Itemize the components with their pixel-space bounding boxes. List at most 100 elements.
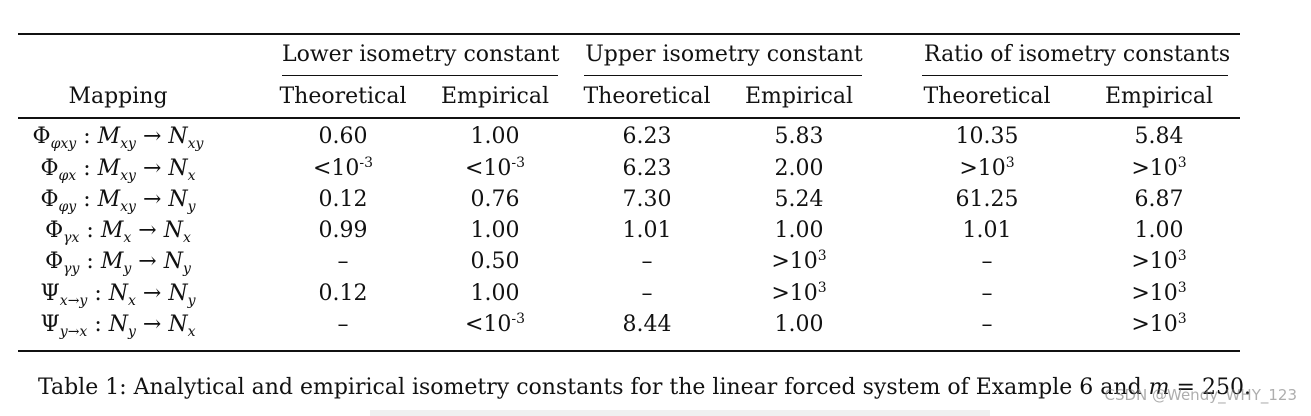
mapping-operator-subscript: γy [63,261,80,277]
value-base: 0.76 [470,187,520,212]
value-base: 6.87 [1134,187,1184,212]
mapping-codomain-subscript: x [187,168,196,184]
value-cell: <10-3 [420,311,570,339]
mapping-domain: M [100,218,124,243]
value-cell: 6.23 [572,123,722,151]
value-base: 5.84 [1134,124,1184,149]
value-cell: – [572,248,722,276]
value-cell: 61.25 [912,186,1062,214]
mapping-operator: Φ [45,249,64,274]
value-cell: – [912,311,1062,339]
table-row: Φφx : Mxy → Nx <10-3 <10-3 6.23 2.00 >103 >103 [18,153,1240,184]
mapping-codomain-subscript: xy [187,136,204,152]
caption-text: Table 1: Analytical and empirical isomet… [38,375,1149,400]
value-cell: – [268,248,418,276]
value-cell: 6.87 [1084,186,1234,214]
value-base: 1.00 [1134,218,1184,243]
table-row: Ψy→x : Ny → Nx – <10-3 8.44 1.00 – >103 [18,309,1240,340]
value-base: <10 [312,156,360,181]
value-cell: 8.44 [572,311,722,339]
value-base: 1.00 [470,124,520,149]
value-exponent: 3 [1177,155,1187,171]
value-base: 1.00 [774,312,824,337]
value-cell: 1.00 [420,217,570,245]
value-base: – [981,281,993,306]
mapping-domain: M [97,124,121,149]
value-cell: 0.50 [420,248,570,276]
value-cell: 5.84 [1084,123,1234,151]
mapping-domain-subscript: xy [120,199,136,215]
mapping-operator-subscript: x→y [59,293,88,309]
mapping-domain-subscript: x [128,293,136,309]
table-row: Φγy : My → Ny –0.50– >103– >103 [18,246,1240,277]
table-row: Φφxy : Mxy → Nxy 0.60 1.00 6.23 5.83 10.35 5.8… [18,121,1240,152]
value-base: 0.60 [318,124,368,149]
value-base: 8.44 [622,312,672,337]
value-cell: <10-3 [268,155,418,183]
subheader-lower-theoretical: Theoretical [279,84,407,109]
mapping-domain: N [108,312,128,337]
mapping-operator-subscript: φx [58,168,77,184]
mapping-cell: Ψy→x : Ny → Nx [40,312,196,340]
value-base: >10 [771,249,818,274]
mapping-codomain: N [163,249,183,274]
value-cell: 0.60 [268,123,418,151]
cmidrule-lower [282,75,558,76]
value-base: – [981,249,993,274]
mapping-codomain: N [168,156,188,181]
value-base: – [337,312,349,337]
value-cell: <10-3 [420,155,570,183]
mapping-cell: Φφx : Mxy → Nx [40,156,196,184]
value-cell: – [268,311,418,339]
value-cell: >103 [1084,280,1234,308]
table-row: Ψx→y : Nx → Ny 0.12 1.00– >103– >103 [18,278,1240,309]
value-cell: – [912,248,1062,276]
value-base: 7.30 [622,187,672,212]
group-header-lower: Lower isometry constant [282,42,560,67]
mapping-cell: Φγx : Mx → Nx [45,218,191,246]
subheader-lower-empirical: Empirical [440,84,550,109]
value-cell: 0.99 [268,217,418,245]
subheader-upper-theoretical: Theoretical [583,84,711,109]
value-cell: 1.01 [572,217,722,245]
bottom-shade [370,410,990,416]
table-top-rule [18,33,1240,35]
mapping-operator: Φ [45,218,64,243]
value-base: 6.23 [622,156,672,181]
subheader-upper-empirical: Empirical [744,84,854,109]
cmidrule-ratio [922,75,1228,76]
value-base: <10 [464,156,512,181]
value-cell: 5.83 [724,123,874,151]
mapping-codomain: N [163,218,183,243]
value-cell: 1.00 [1084,217,1234,245]
mapping-operator-subscript: φxy [50,136,77,152]
value-base: 5.24 [774,187,824,212]
value-base: >10 [771,281,818,306]
value-cell: >103 [912,155,1062,183]
mapping-domain-subscript: y [123,261,132,277]
value-base: 1.00 [470,281,520,306]
mapping-cell: Φφy : Mxy → Ny [40,187,196,215]
value-cell: – [572,280,722,308]
mapping-codomain: N [168,187,188,212]
value-exponent: -3 [511,155,526,171]
table-caption: Table 1: Analytical and empirical isomet… [38,374,1251,402]
subheader-ratio-theoretical: Theoretical [923,84,1051,109]
value-base: – [641,281,653,306]
value-cell: 7.30 [572,186,722,214]
mapping-codomain: N [168,312,188,337]
mapping-codomain: N [168,124,188,149]
mapping-operator-subscript: γx [63,230,80,246]
value-cell: 0.12 [268,280,418,308]
mapping-operator: Ψ [40,312,60,337]
value-cell: >103 [1084,248,1234,276]
mapping-codomain-subscript: y [182,261,191,277]
value-base: 1.01 [622,218,672,243]
value-base: 2.00 [774,156,824,181]
value-cell: 1.00 [420,280,570,308]
mapping-codomain: N [168,281,188,306]
value-cell: 0.12 [268,186,418,214]
value-cell: >103 [1084,311,1234,339]
value-cell: 10.35 [912,123,1062,151]
value-cell: – [912,280,1062,308]
